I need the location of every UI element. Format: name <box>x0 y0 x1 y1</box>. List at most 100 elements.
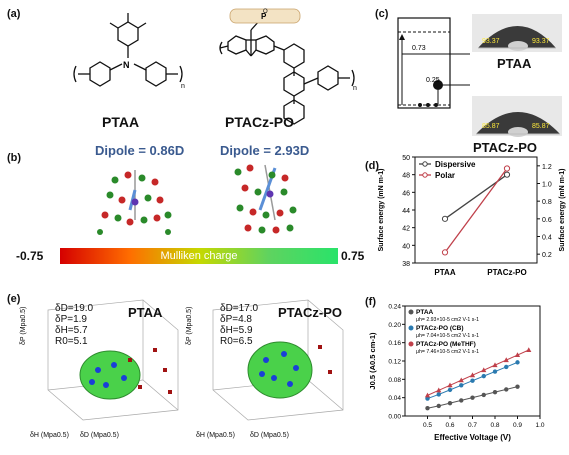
ptaa-n-subscript: n <box>181 83 185 90</box>
mulliken-colorbar: Mulliken charge <box>60 248 338 264</box>
axis-d-left: δD (Mpa0.5) <box>80 432 119 439</box>
chart-f-legend-label: PTACz-PO (MeTHF) <box>416 341 476 348</box>
ptaa-sphere-title: PTAA <box>128 305 163 320</box>
chart-f-xlabel: Effective Voltage (V) <box>434 433 511 442</box>
ptaa-mesityl-ring <box>117 21 139 47</box>
chart-f-ylabel: J0.5 (A0.5 cm-1) <box>368 332 377 390</box>
angle-ptacz-right: 85.87 <box>532 123 550 130</box>
chart-f-legend-mobility: μh= 7.04×10-5 cm2 V-1 s-1 <box>416 333 479 339</box>
hansen-sphere-ptacz <box>247 341 313 399</box>
angle-ptacz-left: 85.87 <box>482 123 500 130</box>
chart-d-y2tick-label: 0.6 <box>542 217 552 224</box>
chart-f-xtick-label: 0.8 <box>490 422 499 429</box>
ptacz-hansen-params: δD=17.0 δP=4.8 δH=5.9 R0=6.5 <box>220 303 258 347</box>
chart-f-point <box>481 373 486 379</box>
chart-f-point <box>425 406 430 411</box>
axis-p-right: δP (Mpa0.5) <box>186 306 193 345</box>
chart-f-point <box>469 372 476 378</box>
chart-d-xtick-label: PTACz-PO <box>487 268 526 277</box>
chart-f-legend-marker <box>408 325 414 331</box>
ptaa-hansen-params: δD=19.0 δP=1.9 δH=5.7 R0=5.1 <box>55 303 93 347</box>
chart-f-point <box>436 403 441 409</box>
chart-f-point <box>526 347 532 352</box>
chart-f-ytick-label: 0.08 <box>388 377 401 384</box>
ptaa-param-p: δP=1.9 <box>55 314 87 325</box>
chart-f-point <box>481 367 487 373</box>
chart-f-legend-mobility: μh= 7.46×10-5 cm2 V-1 s-1 <box>416 349 479 355</box>
chart-f-point <box>515 384 520 389</box>
chart-d-ytick-label: 44 <box>402 208 410 215</box>
chart-f-point <box>481 392 486 398</box>
panel-d-label: (d) <box>365 160 380 172</box>
ptacz-param-h: δH=5.9 <box>220 325 253 336</box>
chart-f-point <box>492 389 498 395</box>
molecule-ptacz-po-3d <box>234 164 297 234</box>
ptaa-right-ring <box>145 61 167 87</box>
surface-energy-chart: 38 40 42 44 46 48 50 0.2 0.4 0.6 0.8 1.0 1.2 PTAA PTAC… <box>378 155 566 277</box>
axis-p-left: δP (Mpa0.5) <box>20 306 27 345</box>
axis-h-right: δH (Mpa0.5) <box>196 432 235 439</box>
chart-f-point <box>492 369 498 374</box>
chart-f-legend-mobility: μh= 2.93×10-5 cm2 V-1 s-1 <box>416 317 479 323</box>
chart-d-y2tick-label: 0.4 <box>542 235 552 242</box>
ptaa-left-ring <box>89 61 111 87</box>
colorbar-max: 0.75 <box>341 249 365 263</box>
chart-f-point <box>436 387 442 393</box>
ptacz-param-r: R0=6.5 <box>220 336 253 347</box>
ptacz-param-p: δP=4.8 <box>220 314 252 325</box>
ptacz-po-name: PTACz-PO <box>225 114 294 130</box>
energy-bottom: 0.25 <box>426 77 440 84</box>
molecule-ptaa-3d <box>97 170 172 235</box>
chart-d-y2label: Surface energy (mN m-1) <box>559 169 566 252</box>
chart-f-ytick-label: 0.24 <box>388 304 401 311</box>
chart-f-xtick-label: 0.9 <box>513 422 522 429</box>
chart-d-legend-label: Polar <box>435 171 455 180</box>
chart-f-point <box>447 387 453 393</box>
chart-f-ytick-label: 0.12 <box>388 359 401 366</box>
chart-d-y2tick-label: 0.2 <box>542 252 552 259</box>
panel-b-label: (b) <box>7 152 22 164</box>
axis-h-left: δH (Mpa0.5) <box>30 432 69 439</box>
chart-f-point <box>458 377 464 383</box>
hansen-sphere-ptaa <box>79 350 141 400</box>
chart-f-ytick-label: 0.00 <box>388 414 401 421</box>
chart-d-ytick-label: 42 <box>402 226 410 233</box>
ptaa-param-r: R0=5.1 <box>55 336 88 347</box>
angle-ptaa-right: 93.37 <box>532 38 550 45</box>
colorbar-min: -0.75 <box>16 249 44 263</box>
chart-d-xtick-label: PTAA <box>434 268 455 277</box>
chart-f-point <box>459 398 464 403</box>
chart-f-legend-marker <box>408 341 414 347</box>
chart-f-point <box>436 392 441 397</box>
chart-d-legend-marker <box>422 172 428 178</box>
panel-c-label: (c) <box>375 8 389 20</box>
chart-d-legend-label: Dispersive <box>435 160 476 169</box>
sclc-chart: 0.00 0.04 0.08 0.12 0.16 0.20 0.24 0.5 0.6 0.7 0.8… <box>368 304 545 443</box>
chart-d-ytick-label: 46 <box>402 190 410 197</box>
chart-d-ytick-label: 50 <box>402 155 410 162</box>
ptaa-n-atom: N <box>123 60 130 70</box>
panel-c-diagram: 0.73 0.25 93.37 93.37 85.87 85.87 <box>397 14 562 137</box>
panel-a-label: (a) <box>7 8 21 20</box>
panel-f-label: (f) <box>365 296 376 308</box>
angle-ptaa-left: 93.37 <box>482 38 500 45</box>
chart-f-legend-marker <box>408 309 414 315</box>
chart-d-y2tick-label: 1.2 <box>542 164 552 171</box>
chart-f-point <box>425 396 430 401</box>
chart-d-ytick-label: 48 <box>402 173 410 180</box>
ptacz-n-subscript: n <box>353 85 357 92</box>
chart-f-point <box>515 360 520 365</box>
chart-f-legend-label: PTACz-PO (CB) <box>416 325 464 332</box>
panel-e-spheres <box>47 299 344 421</box>
panel-e-label: (e) <box>7 293 21 305</box>
contact-ptacz-name: PTACz-PO <box>473 140 538 155</box>
panel-b-molecules <box>97 164 297 235</box>
energy-top: 0.73 <box>412 45 426 52</box>
chart-f-xtick-label: 1.0 <box>535 422 544 429</box>
chart-d-point <box>441 249 449 256</box>
chart-d-ytick-label: 38 <box>402 261 410 268</box>
chart-f-point <box>470 395 475 400</box>
dipole-ptaa: Dipole = 0.86D <box>95 143 185 158</box>
chart-d-point <box>503 171 511 178</box>
chart-d-point <box>503 165 511 172</box>
